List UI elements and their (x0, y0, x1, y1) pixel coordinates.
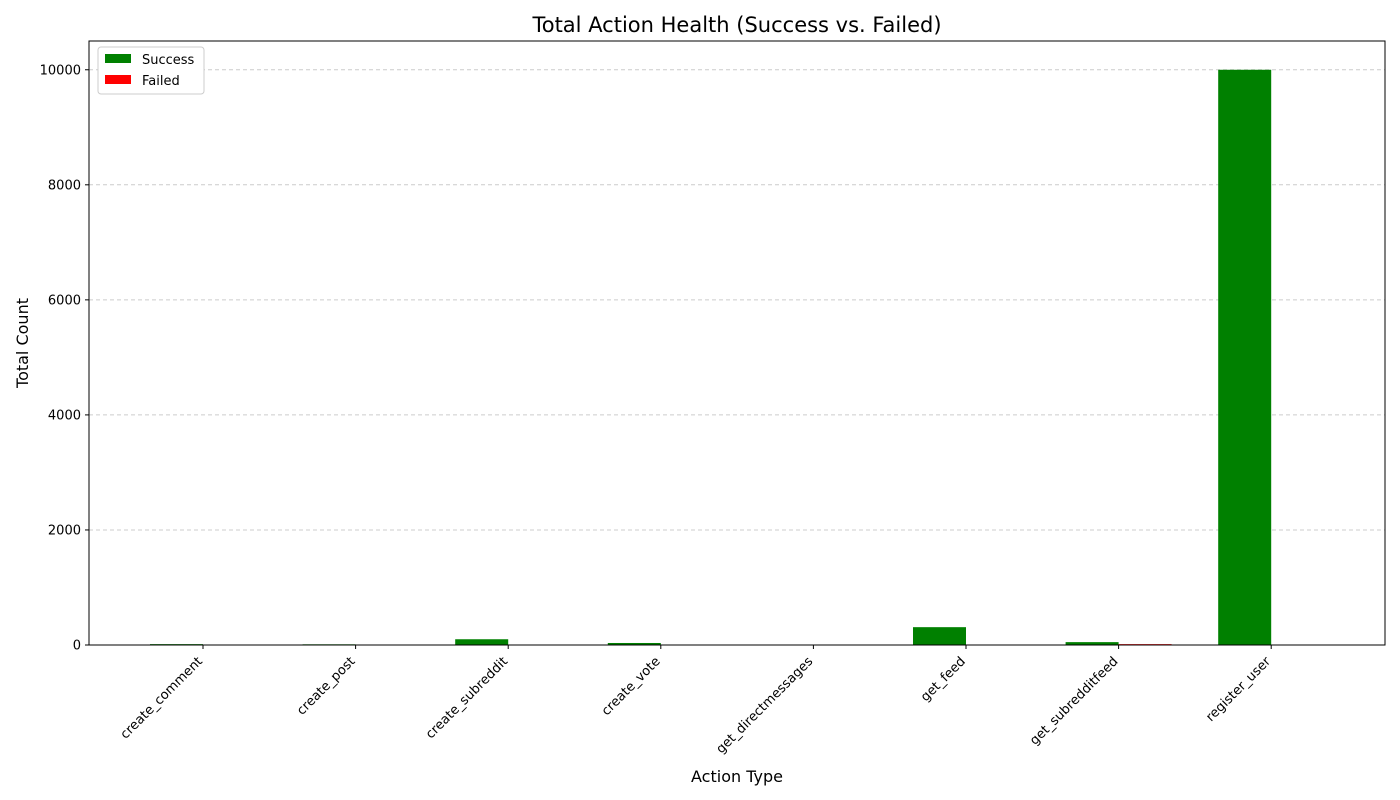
y-axis-ticks: 0 2000 4000 6000 8000 10000 (40, 63, 89, 654)
legend-swatch-success (105, 54, 131, 63)
x-axis-ticks: create_comment create_post create_subreddi… (118, 645, 1274, 757)
x-tick-label: create_vote (599, 654, 664, 719)
bar-success-register_user (1218, 69, 1272, 645)
x-tick-label: create_subreddit (423, 654, 511, 742)
legend-swatch-failed (105, 75, 131, 84)
bar-success-get_subredditfeed (1065, 642, 1119, 645)
legend: Success Failed (97, 46, 205, 95)
x-tick-label: get_directmessages (714, 654, 817, 757)
chart-title: Total Action Health (Success vs. Failed) (531, 13, 941, 37)
y-tick-label: 4000 (48, 408, 81, 423)
y-tick-label: 10000 (40, 63, 81, 78)
x-tick-label: create_comment (118, 654, 206, 742)
x-axis-label: Action Type (691, 767, 783, 786)
x-tick-label: get_subredditfeed (1027, 654, 1121, 748)
x-tick-label: register_user (1203, 654, 1274, 725)
x-tick-label: get_feed (918, 654, 969, 705)
legend-label-success: Success (142, 53, 195, 68)
bar-success-get_feed (913, 627, 966, 645)
plot-frame (88, 40, 1386, 646)
x-tick-label: create_post (294, 654, 358, 718)
y-tick-label: 2000 (48, 523, 81, 538)
bars (150, 69, 1272, 645)
bar-success-create_vote (607, 642, 661, 645)
y-tick-label: 8000 (48, 178, 81, 193)
legend-label-failed: Failed (142, 74, 180, 89)
bar-success-create_subreddit (455, 639, 509, 645)
y-tick-label: 0 (73, 639, 81, 654)
y-tick-label: 6000 (48, 293, 81, 308)
grid-lines (89, 69, 1385, 531)
y-axis-label: Total Count (13, 298, 32, 389)
